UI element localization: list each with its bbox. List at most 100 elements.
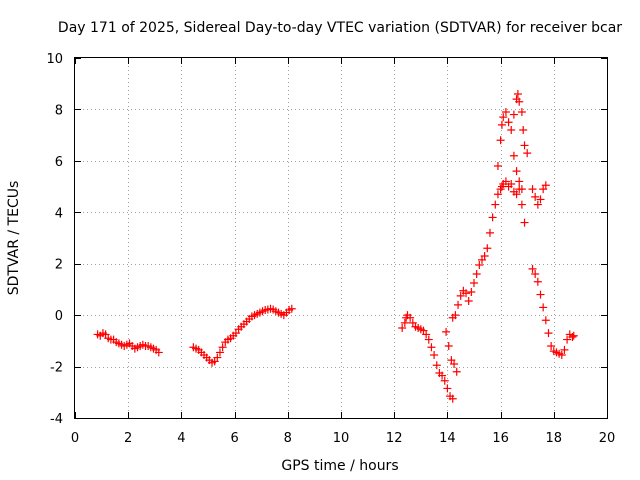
data-point bbox=[154, 348, 163, 357]
y-tick-label: -4 bbox=[50, 412, 63, 427]
data-point bbox=[456, 291, 465, 300]
data-point bbox=[427, 343, 436, 352]
data-point bbox=[485, 228, 494, 237]
data-point bbox=[515, 177, 524, 186]
data-point bbox=[544, 329, 553, 338]
data-point bbox=[504, 118, 513, 127]
data-point bbox=[400, 318, 409, 327]
data-point bbox=[491, 200, 500, 209]
data-point bbox=[536, 290, 545, 299]
data-point bbox=[493, 190, 502, 199]
x-tick-label: 2 bbox=[124, 431, 132, 446]
data-points bbox=[93, 90, 578, 403]
data-point bbox=[533, 200, 542, 209]
data-point bbox=[517, 185, 526, 194]
data-point bbox=[531, 192, 540, 201]
data-point bbox=[496, 136, 505, 145]
data-point bbox=[517, 108, 526, 116]
x-tick-label: 6 bbox=[230, 431, 238, 446]
data-point bbox=[497, 120, 506, 129]
x-tick-label: 10 bbox=[333, 431, 350, 446]
data-point bbox=[520, 141, 529, 150]
y-tick-label: 10 bbox=[46, 52, 63, 67]
data-point bbox=[422, 330, 431, 339]
data-point bbox=[507, 180, 516, 188]
data-point bbox=[509, 110, 518, 119]
data-point bbox=[442, 327, 451, 336]
data-point bbox=[520, 218, 529, 227]
data-point bbox=[398, 324, 407, 332]
x-tick-label: 12 bbox=[386, 431, 403, 446]
data-point bbox=[475, 261, 484, 269]
data-point bbox=[517, 200, 526, 209]
data-point bbox=[528, 264, 537, 273]
y-tick-label: -2 bbox=[50, 361, 63, 376]
chart-title: Day 171 of 2025, Sidereal Day-to-day VTE… bbox=[58, 20, 622, 36]
data-point bbox=[533, 277, 542, 286]
data-point bbox=[454, 300, 463, 309]
data-point bbox=[218, 343, 227, 352]
data-point bbox=[467, 288, 476, 296]
data-point bbox=[513, 90, 522, 98]
data-point bbox=[531, 270, 540, 278]
data-point bbox=[424, 335, 433, 344]
data-point bbox=[501, 108, 510, 116]
data-point bbox=[563, 335, 572, 344]
data-point bbox=[560, 345, 569, 354]
x-tick-label: 14 bbox=[439, 431, 456, 446]
data-point bbox=[448, 394, 457, 403]
data-point bbox=[488, 213, 497, 222]
y-tick-label: 2 bbox=[55, 258, 63, 273]
x-tick-label: 4 bbox=[177, 431, 185, 446]
data-point bbox=[450, 360, 459, 368]
x-tick-label: 8 bbox=[284, 431, 292, 446]
data-point bbox=[483, 244, 492, 253]
data-point bbox=[213, 353, 222, 362]
y-axis-label: SDTVAR / TECUs bbox=[6, 181, 22, 296]
data-point bbox=[499, 113, 508, 122]
axis-ticks: 0 2 4 6 8 10 12 14 16 18 20 -4 -2 0 2 4 6 8 10 bbox=[46, 52, 615, 446]
data-point bbox=[430, 351, 439, 359]
data-point bbox=[438, 371, 447, 380]
y-tick-label: 6 bbox=[55, 155, 63, 170]
data-point bbox=[480, 252, 489, 260]
grid bbox=[75, 58, 607, 418]
plot-frame bbox=[74, 57, 608, 419]
data-point bbox=[528, 185, 537, 194]
data-point bbox=[507, 126, 516, 134]
data-point bbox=[536, 195, 545, 204]
data-point bbox=[432, 361, 441, 370]
y-tick-label: 0 bbox=[55, 309, 63, 324]
data-point bbox=[547, 342, 556, 350]
data-point bbox=[451, 311, 460, 320]
x-tick-label: 0 bbox=[71, 431, 79, 446]
x-tick-label: 16 bbox=[492, 431, 509, 446]
data-point bbox=[515, 97, 524, 106]
data-point bbox=[215, 348, 224, 357]
data-point bbox=[512, 167, 521, 176]
data-point bbox=[470, 279, 478, 287]
data-point bbox=[568, 333, 577, 341]
data-point bbox=[444, 342, 453, 350]
data-point bbox=[512, 190, 521, 199]
y-tick-label: 8 bbox=[55, 103, 63, 118]
x-tick-label: 18 bbox=[546, 431, 563, 446]
data-point bbox=[493, 162, 502, 170]
data-point bbox=[443, 384, 452, 393]
x-tick-label: 20 bbox=[599, 431, 616, 446]
data-point bbox=[452, 367, 461, 376]
data-point bbox=[472, 270, 481, 278]
data-point bbox=[519, 126, 528, 134]
data-point bbox=[440, 376, 449, 385]
data-point bbox=[539, 303, 548, 312]
data-point bbox=[287, 304, 296, 313]
data-point bbox=[462, 289, 471, 298]
data-point bbox=[523, 149, 532, 158]
data-point bbox=[541, 316, 550, 325]
data-point bbox=[501, 177, 510, 186]
data-point bbox=[541, 181, 550, 190]
y-tick-label: 4 bbox=[55, 206, 63, 221]
data-point bbox=[509, 151, 518, 160]
data-point bbox=[464, 297, 473, 305]
